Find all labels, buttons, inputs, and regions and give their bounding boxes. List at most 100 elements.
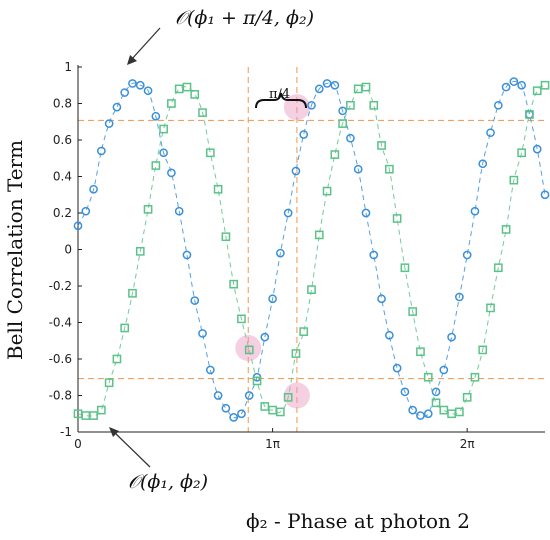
data-point-square [431, 398, 441, 408]
data-point-circle [408, 405, 418, 415]
data-point-circle [369, 250, 379, 260]
data-point-square [244, 345, 254, 355]
data-point-circle [330, 80, 340, 90]
y-tick-label: 0.6 [53, 133, 72, 147]
y-tick-label: -1 [60, 425, 72, 439]
data-point-square [532, 86, 542, 96]
data-point-square [151, 161, 161, 170]
data-point-circle [128, 79, 137, 88]
data-point-square [307, 285, 316, 294]
data-point-circle [112, 102, 122, 112]
y-tick-label: 0.4 [53, 170, 72, 184]
data-point-circle [322, 79, 332, 88]
data-point-square [384, 164, 394, 174]
data-point-square [276, 407, 285, 417]
data-point-circle [276, 248, 285, 258]
axes [77, 65, 545, 433]
data-point-circle [431, 387, 441, 397]
data-point-square [330, 150, 340, 159]
data-point-square [221, 232, 231, 242]
data-point-circle [81, 206, 91, 216]
data-point-circle [182, 250, 192, 260]
x-axis-title: ϕ₂ - Phase at photon 2 [246, 509, 470, 533]
data-point-square [89, 411, 98, 420]
data-point-square [525, 110, 534, 119]
y-tick-label: -0.6 [49, 352, 72, 366]
data-point-circle [509, 77, 519, 86]
data-point-circle [213, 391, 223, 400]
data-point-square [229, 279, 239, 289]
bottom-annotation: 𝒪(ϕ₁, ϕ₂) [128, 471, 208, 493]
data-point-circle [205, 365, 215, 375]
data-point-circle [470, 206, 480, 216]
data-point-circle [423, 409, 433, 419]
data-point-circle [260, 332, 270, 342]
data-point-square [322, 186, 332, 196]
data-point-circle [392, 363, 402, 373]
data-point-square [361, 82, 371, 92]
data-point-circle [151, 111, 161, 121]
y-tick-label: 1 [64, 60, 72, 74]
data-point-circle [400, 387, 410, 397]
fit-curve [77, 84, 546, 417]
data-point-square [299, 327, 309, 336]
data-point-square [143, 205, 153, 214]
data-point-square [112, 354, 122, 364]
data-point-circle [307, 100, 316, 110]
tick-labels: 10.80.60.40.20-0.2-0.4-0.6-0.8-10 1π 2π [49, 60, 475, 451]
data-point-circle [135, 80, 145, 90]
data-point-circle [104, 119, 114, 128]
data-point-circle [143, 86, 153, 96]
data-point-square [291, 349, 301, 358]
data-point-circle [167, 168, 176, 178]
highlight-marker [235, 335, 262, 362]
y-tick-label: -0.2 [49, 279, 72, 293]
y-tick-label: -0.4 [49, 316, 72, 330]
data-point-circle [416, 411, 425, 420]
data-point-circle [237, 409, 246, 419]
data-point-square [486, 303, 495, 313]
y-tick-label: 0.8 [53, 97, 72, 111]
data-point-circle [73, 221, 83, 231]
y-axis-title: Bell Correlation Term [3, 140, 27, 360]
data-point-square [190, 90, 200, 99]
highlight-marker [283, 382, 310, 409]
data-point-square [517, 148, 526, 158]
data-point-circle [268, 294, 277, 304]
data-point-square [338, 119, 347, 128]
data-point-circle [517, 80, 527, 90]
data-point-circle [486, 128, 495, 138]
data-point-square [346, 100, 355, 110]
data-point-square [104, 378, 114, 388]
data-point-square [120, 323, 130, 333]
data-point-circle [291, 166, 301, 176]
data-point-square [462, 392, 472, 402]
data-point-circle [190, 296, 200, 305]
x-tick-label: 1π [265, 437, 280, 451]
data-point-circle [447, 332, 456, 342]
y-tick-label: 0.2 [53, 206, 72, 220]
data-point-circle [377, 294, 386, 304]
data-point-square [423, 372, 433, 382]
data-point-circle [159, 148, 168, 158]
data-point-square [97, 405, 106, 415]
data-point-circle [501, 82, 511, 92]
data-point-circle [120, 88, 130, 97]
data-point-circle [361, 208, 371, 218]
data-point-square [377, 141, 386, 150]
fit-curves [77, 80, 546, 419]
data-point-square [128, 288, 137, 298]
pi-over-4-bracket [255, 92, 307, 109]
data-point-square [470, 372, 480, 382]
data-point-square [314, 230, 324, 240]
data-points [73, 77, 550, 422]
data-point-circle [97, 146, 106, 156]
fit-curve [77, 80, 546, 419]
data-point-circle [229, 413, 239, 422]
data-point-circle [493, 100, 503, 110]
data-point-square [408, 307, 418, 316]
data-point-circle [346, 133, 355, 143]
top-annotation: 𝒪(ϕ₁ + π/4, ϕ₂) [175, 7, 314, 29]
data-point-square [167, 99, 176, 108]
